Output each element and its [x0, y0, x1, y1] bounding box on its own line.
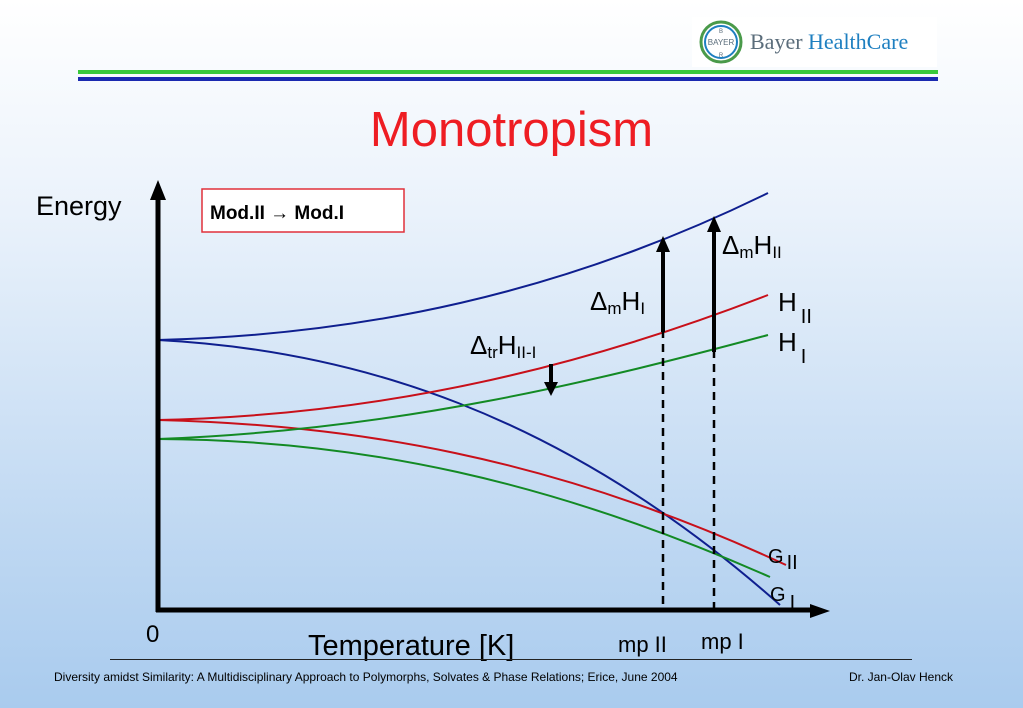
mod1-enthalpy-curve	[157, 334, 769, 440]
mod1-gibbs-curve	[157, 438, 771, 578]
x-axis-arrowhead	[810, 604, 830, 618]
delta-tr-arrowhead	[544, 382, 558, 396]
brand-name: Bayer HealthCare	[750, 29, 909, 54]
mod2-gibbs-curve	[157, 419, 787, 566]
header-rule-blue	[78, 77, 938, 81]
y-axis-arrowhead	[150, 180, 166, 200]
h2-label: H II	[778, 287, 812, 328]
g2-label: G II	[768, 546, 798, 574]
bayer-cross-icon: BAYER B R	[699, 20, 743, 64]
mod2-enthalpy-curve	[157, 294, 769, 421]
liquid-enthalpy-curve	[157, 192, 769, 341]
footer-citation: Diversity amidst Similarity: A Multidisc…	[54, 670, 678, 684]
liquid-gibbs-curve	[157, 339, 781, 606]
origin-label: 0	[146, 621, 159, 648]
footer-rule	[110, 659, 912, 660]
mp2-label: mp II	[618, 632, 667, 657]
bayer-healthcare-logo: BAYER B R Bayer HealthCare	[692, 17, 937, 67]
delta-m-h1-arrowhead	[656, 236, 670, 252]
footer-author: Dr. Jan-Olav Henck	[848, 670, 953, 684]
delta-tr-h-label: ΔtrHII-I	[470, 330, 536, 362]
transition-box	[201, 188, 405, 233]
y-axis-label: Energy	[36, 191, 122, 221]
delta-m-h2-arrowhead	[707, 216, 721, 232]
header-rule-green	[78, 70, 938, 74]
svg-text:R: R	[719, 53, 724, 59]
mp1-label: mp I	[701, 629, 744, 654]
svg-text:B: B	[719, 29, 723, 35]
delta-m-h2-label: ΔmHII	[722, 230, 782, 262]
x-axis-label: Temperature [K]	[308, 630, 514, 662]
slide-title: Monotropism	[369, 103, 654, 157]
delta-m-h1-label: ΔmHI	[590, 286, 645, 318]
transition-box-text: Mod.II → Mod.I	[210, 203, 344, 224]
svg-text:BAYER: BAYER	[708, 38, 735, 47]
